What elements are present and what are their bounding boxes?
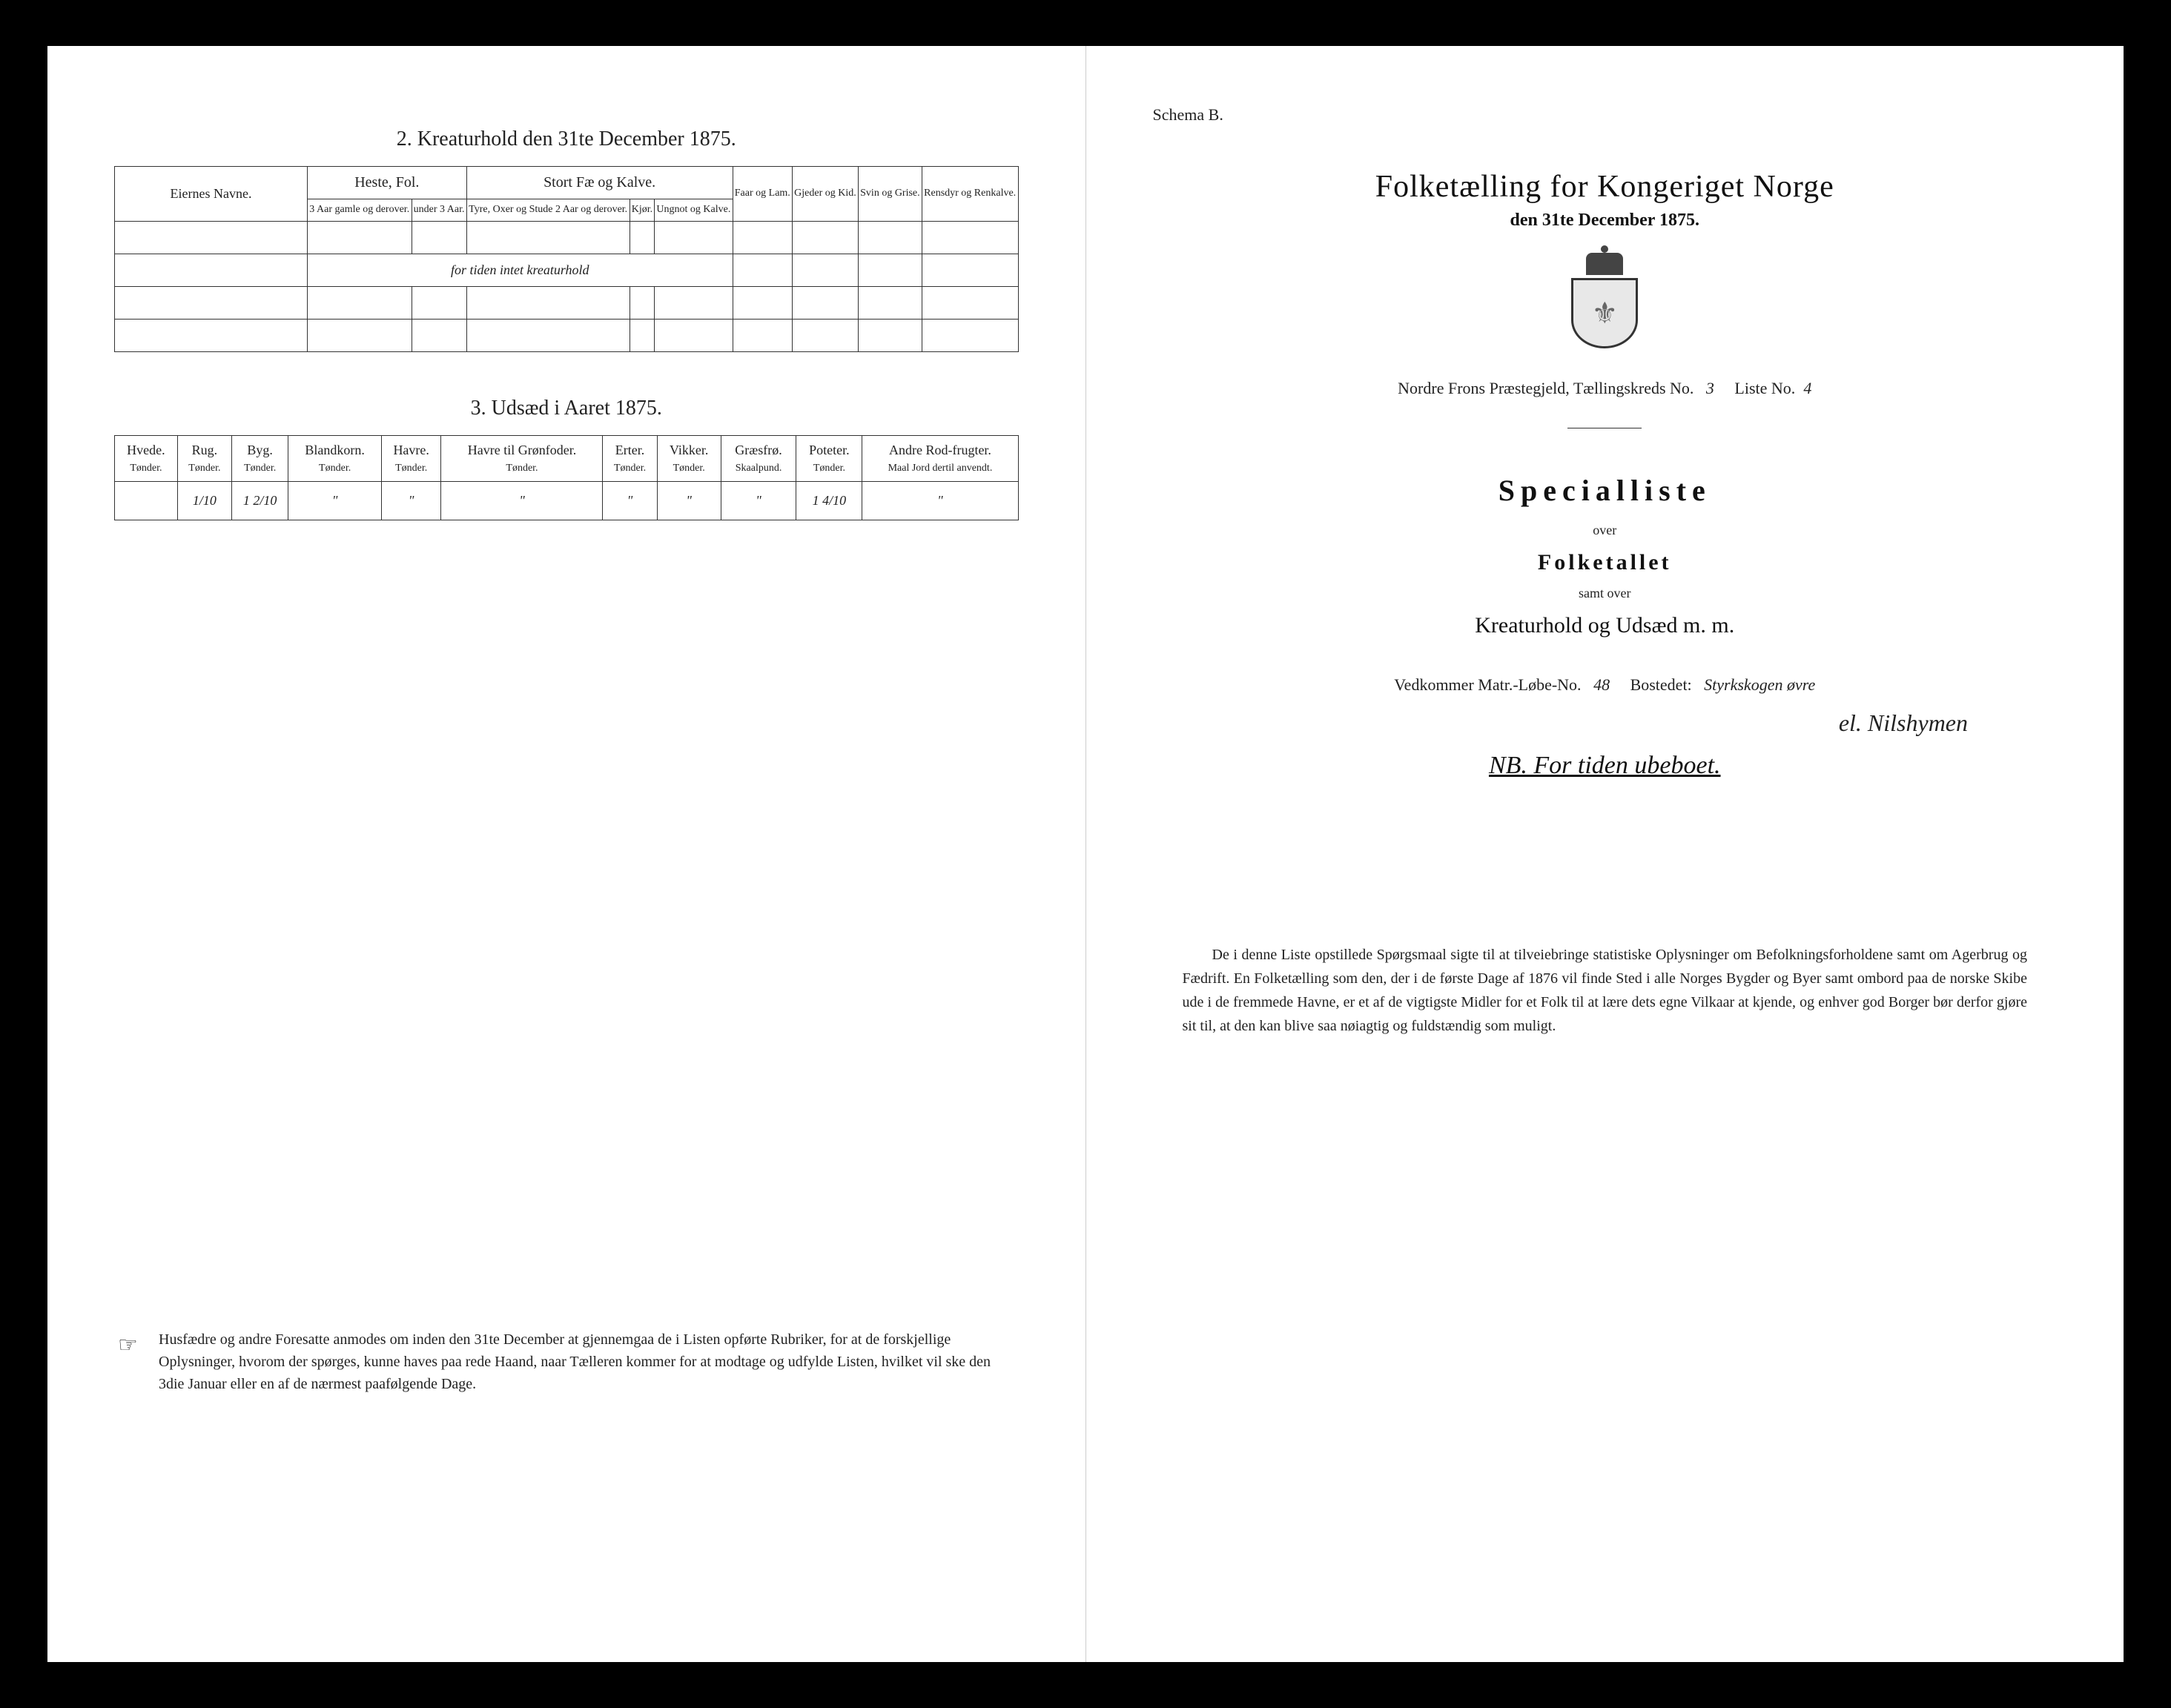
col-stort-b: Kjør. [630, 199, 655, 222]
matr-no: 48 [1593, 675, 1610, 694]
district-line: Nordre Frons Præstegjeld, Tællingskreds … [1153, 379, 2058, 398]
table-row [115, 319, 1019, 351]
col-stort-c: Ungnot og Kalve. [655, 199, 733, 222]
col-bland: Blandkorn.Tønder. [288, 435, 382, 482]
col-havre: Havre.Tønder. [381, 435, 441, 482]
pointing-hand-icon: ☞ [118, 1328, 138, 1362]
col-rensdyr: Rensdyr og Renkalve. [922, 167, 1018, 222]
col-heste-b: under 3 Aar. [412, 199, 466, 222]
census-date: den 31te December 1875. [1153, 211, 2058, 231]
col-group-stort: Stort Fæ og Kalve. [466, 167, 733, 199]
vedkommer-line: Vedkommer Matr.-Løbe-No. 48 Bostedet: St… [1153, 675, 2058, 695]
cell-poteter: 1 4/10 [796, 482, 862, 520]
kreaturhold-table: Eiernes Navne. Heste, Fol. Stort Fæ og K… [114, 166, 1019, 352]
kreaturhold-label: Kreaturhold og Udsæd m. m. [1153, 613, 2058, 638]
col-hvede: Hvede.Tønder. [115, 435, 178, 482]
nb-note: NB. For tiden ubeboet. [1153, 752, 2058, 780]
right-page: Schema B. Folketælling for Kongeriget No… [1086, 46, 2124, 1662]
cell-byg: 1 2/10 [231, 482, 288, 520]
right-footnote: De i denne Liste opstillede Spørgsmaal s… [1153, 943, 2058, 1038]
col-graesfro: Græsfrø.Skaalpund. [721, 435, 796, 482]
col-andre: Andre Rod-frugter.Maal Jord dertil anven… [862, 435, 1018, 482]
bosted-2: el. Nilshymen [1153, 709, 2058, 737]
cell-havre-gron: " [441, 482, 603, 520]
vedkommer-label: Vedkommer Matr.-Løbe-No. [1394, 675, 1581, 694]
row-handwritten-note: for tiden intet kreaturhold [308, 254, 733, 286]
col-faar: Faar og Lam. [733, 167, 792, 222]
cell-hvede [115, 482, 178, 520]
district-no: 3 [1706, 379, 1714, 397]
col-group-heste: Heste, Fol. [308, 167, 467, 199]
table-row [115, 286, 1019, 319]
col-stort-a: Tyre, Oxer og Stude 2 Aar og derover. [466, 199, 630, 222]
cell-bland: " [288, 482, 382, 520]
section3-title: 3. Udsæd i Aaret 1875. [114, 397, 1019, 420]
footnote-text: Husfædre og andre Foresatte anmodes om i… [159, 1331, 991, 1392]
cell-vikker: " [657, 482, 721, 520]
cell-andre: " [862, 482, 1018, 520]
cell-erter: " [603, 482, 657, 520]
liste-label: Liste No. [1734, 379, 1795, 397]
specialliste-title: Specialliste [1153, 473, 2058, 508]
bosted-1: Styrkskogen øvre [1704, 675, 1815, 694]
col-byg: Byg.Tønder. [231, 435, 288, 482]
col-havre-gron: Havre til Grønfoder.Tønder. [441, 435, 603, 482]
udsaed-table: Hvede.Tønder. Rug.Tønder. Byg.Tønder. Bl… [114, 435, 1019, 521]
folketallet-label: Folketallet [1153, 550, 2058, 575]
liste-no: 4 [1803, 379, 1811, 397]
col-heste-a: 3 Aar gamle og derover. [308, 199, 412, 222]
col-vikker: Vikker.Tønder. [657, 435, 721, 482]
coat-of-arms-icon: ⚜ [1567, 253, 1642, 349]
udsaed-row: 1/10 1 2/10 " " " " " " 1 4/10 " [115, 482, 1019, 520]
cell-graesfro: " [721, 482, 796, 520]
left-page: 2. Kreaturhold den 31te December 1875. E… [47, 46, 1086, 1662]
col-svin: Svin og Grise. [858, 167, 922, 222]
schema-label: Schema B. [1153, 105, 2058, 125]
table-row-note: for tiden intet kreaturhold [115, 254, 1019, 286]
table-row [115, 221, 1019, 254]
section2-title: 2. Kreaturhold den 31te December 1875. [114, 128, 1019, 151]
document-scan: 2. Kreaturhold den 31te December 1875. E… [47, 46, 2124, 1662]
cell-rug: 1/10 [177, 482, 231, 520]
col-poteter: Poteter.Tønder. [796, 435, 862, 482]
census-title: Folketælling for Kongeriget Norge [1153, 169, 2058, 205]
col-owner: Eiernes Navne. [115, 167, 308, 222]
col-erter: Erter.Tønder. [603, 435, 657, 482]
cell-havre: " [381, 482, 441, 520]
bostedet-label: Bostedet: [1630, 675, 1692, 694]
over-label: over [1153, 523, 2058, 538]
col-rug: Rug.Tønder. [177, 435, 231, 482]
samt-label: samt over [1153, 586, 2058, 601]
col-gjeder: Gjeder og Kid. [792, 167, 858, 222]
left-footnote: ☞ Husfædre og andre Foresatte anmodes om… [159, 1328, 997, 1395]
district-prefix: Nordre Frons Præstegjeld, Tællingskreds … [1398, 379, 1693, 397]
